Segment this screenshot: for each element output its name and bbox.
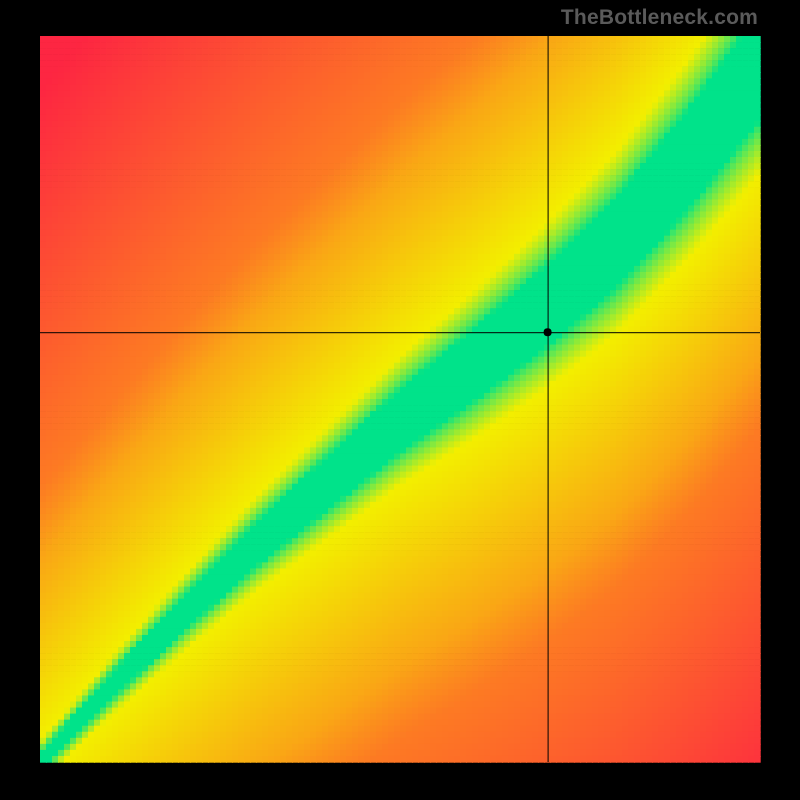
watermark-text: TheBottleneck.com bbox=[561, 6, 758, 30]
chart-frame: { "watermark": { "text": "TheBottleneck.… bbox=[0, 0, 800, 800]
crosshair-overlay bbox=[0, 0, 800, 800]
